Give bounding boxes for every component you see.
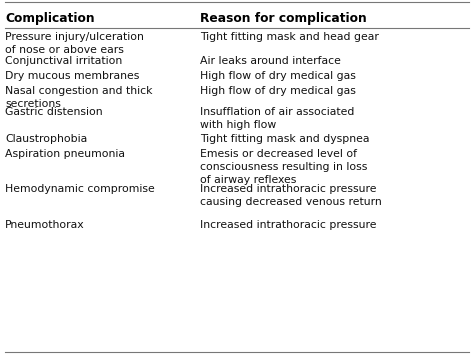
Text: Reason for complication: Reason for complication	[200, 12, 367, 25]
Text: Nasal congestion and thick
secretions: Nasal congestion and thick secretions	[5, 86, 153, 109]
Text: High flow of dry medical gas: High flow of dry medical gas	[200, 86, 356, 96]
Text: Emesis or decreased level of
consciousness resulting in loss
of airway reflexes: Emesis or decreased level of consciousne…	[200, 149, 367, 185]
Text: Gastric distension: Gastric distension	[5, 107, 103, 117]
Text: Tight fitting mask and head gear: Tight fitting mask and head gear	[200, 32, 379, 42]
Text: Tight fitting mask and dyspnea: Tight fitting mask and dyspnea	[200, 134, 370, 144]
Text: Air leaks around interface: Air leaks around interface	[200, 56, 341, 66]
Text: Aspiration pneumonia: Aspiration pneumonia	[5, 149, 125, 159]
Text: Complication: Complication	[5, 12, 95, 25]
Text: Increased intrathoracic pressure
causing decreased venous return: Increased intrathoracic pressure causing…	[200, 184, 382, 207]
Text: Insufflation of air associated
with high flow: Insufflation of air associated with high…	[200, 107, 355, 130]
Text: Claustrophobia: Claustrophobia	[5, 134, 87, 144]
Text: Conjunctival irritation: Conjunctival irritation	[5, 56, 122, 66]
Text: Dry mucous membranes: Dry mucous membranes	[5, 71, 139, 81]
Text: Pneumothorax: Pneumothorax	[5, 220, 85, 230]
Text: Pressure injury/ulceration
of nose or above ears: Pressure injury/ulceration of nose or ab…	[5, 32, 144, 55]
Text: Hemodynamic compromise: Hemodynamic compromise	[5, 184, 155, 194]
Text: High flow of dry medical gas: High flow of dry medical gas	[200, 71, 356, 81]
Text: Increased intrathoracic pressure: Increased intrathoracic pressure	[200, 220, 376, 230]
